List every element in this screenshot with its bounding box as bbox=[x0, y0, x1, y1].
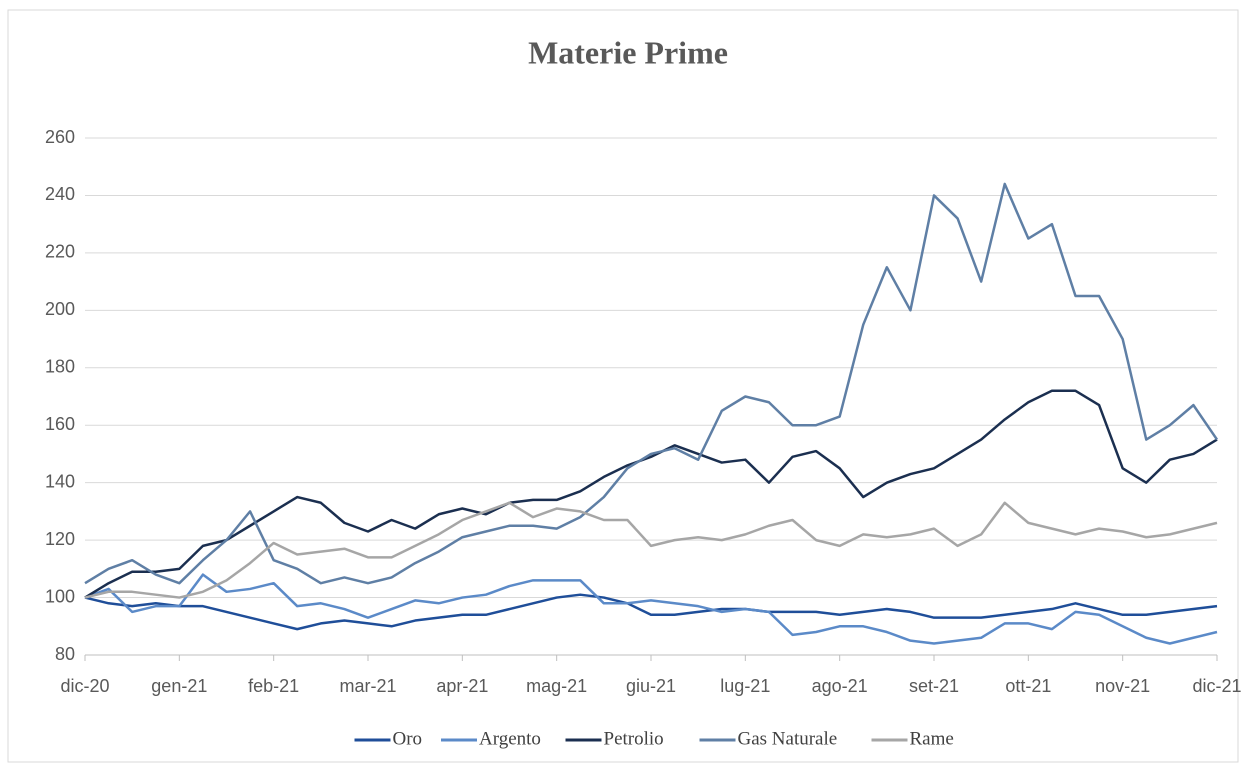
series-line bbox=[84, 501, 1218, 599]
series-line bbox=[84, 593, 1218, 631]
y-tick-label: 220 bbox=[45, 242, 75, 262]
legend-label: Argento bbox=[479, 728, 541, 749]
series-line bbox=[84, 573, 1218, 645]
x-tick-label: ago-21 bbox=[812, 676, 868, 696]
y-tick-label: 180 bbox=[45, 357, 75, 377]
y-tick-label: 200 bbox=[45, 299, 75, 319]
y-tick-label: 140 bbox=[45, 471, 75, 491]
y-tick-label: 100 bbox=[45, 586, 75, 606]
x-tick-label: gen-21 bbox=[151, 676, 207, 696]
x-tick-label: lug-21 bbox=[720, 676, 770, 696]
y-tick-label: 240 bbox=[45, 184, 75, 204]
legend-label: Gas Naturale bbox=[738, 728, 838, 749]
y-tick-label: 120 bbox=[45, 529, 75, 549]
chart-title: Materie Prime bbox=[528, 34, 728, 70]
series-line bbox=[84, 389, 1218, 599]
x-tick-label: dic-21 bbox=[1192, 676, 1241, 696]
x-tick-label: mar-21 bbox=[339, 676, 396, 696]
x-tick-label: mag-21 bbox=[526, 676, 587, 696]
legend-label: Petrolio bbox=[604, 728, 664, 749]
x-tick-label: nov-21 bbox=[1095, 676, 1150, 696]
x-tick-label: ott-21 bbox=[1005, 676, 1051, 696]
y-tick-label: 260 bbox=[45, 127, 75, 147]
x-tick-label: apr-21 bbox=[436, 676, 488, 696]
legend-label: Oro bbox=[393, 728, 423, 749]
x-tick-label: dic-20 bbox=[60, 676, 109, 696]
y-tick-label: 80 bbox=[55, 644, 75, 664]
y-tick-label: 160 bbox=[45, 414, 75, 434]
x-tick-label: giu-21 bbox=[626, 676, 676, 696]
series-line bbox=[84, 182, 1219, 585]
legend-label: Rame bbox=[910, 728, 954, 749]
x-tick-label: set-21 bbox=[909, 676, 959, 696]
chart-frame bbox=[7, 9, 1239, 763]
x-tick-label: feb-21 bbox=[248, 676, 299, 696]
